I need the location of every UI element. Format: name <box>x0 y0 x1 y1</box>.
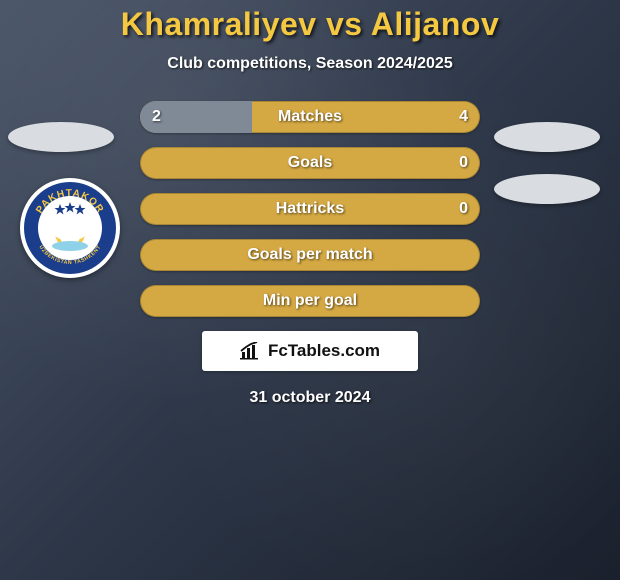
date-text: 31 october 2024 <box>0 389 620 407</box>
stat-row-hattricks: Hattricks 0 <box>140 193 480 225</box>
stat-row-goals: Goals 0 <box>140 147 480 179</box>
watermark[interactable]: FcTables.com <box>202 331 418 371</box>
stat-right-value: 4 <box>459 101 468 133</box>
bar-chart-icon <box>240 342 262 360</box>
stats-container: 2 Matches 4 Goals 0 Hattricks 0 Goals pe… <box>0 101 620 317</box>
stat-label: Hattricks <box>140 193 480 225</box>
page-subtitle: Club competitions, Season 2024/2025 <box>0 55 620 73</box>
stat-right-value: 0 <box>459 193 468 225</box>
watermark-text: FcTables.com <box>268 341 380 361</box>
stat-row-min-per-goal: Min per goal <box>140 285 480 317</box>
stat-label: Min per goal <box>140 285 480 317</box>
stat-label: Matches <box>140 101 480 133</box>
stat-right-value: 0 <box>459 147 468 179</box>
stat-row-goals-per-match: Goals per match <box>140 239 480 271</box>
stat-label: Goals per match <box>140 239 480 271</box>
stat-row-matches: 2 Matches 4 <box>140 101 480 133</box>
stat-label: Goals <box>140 147 480 179</box>
page-title: Khamraliyev vs Alijanov <box>0 6 620 43</box>
